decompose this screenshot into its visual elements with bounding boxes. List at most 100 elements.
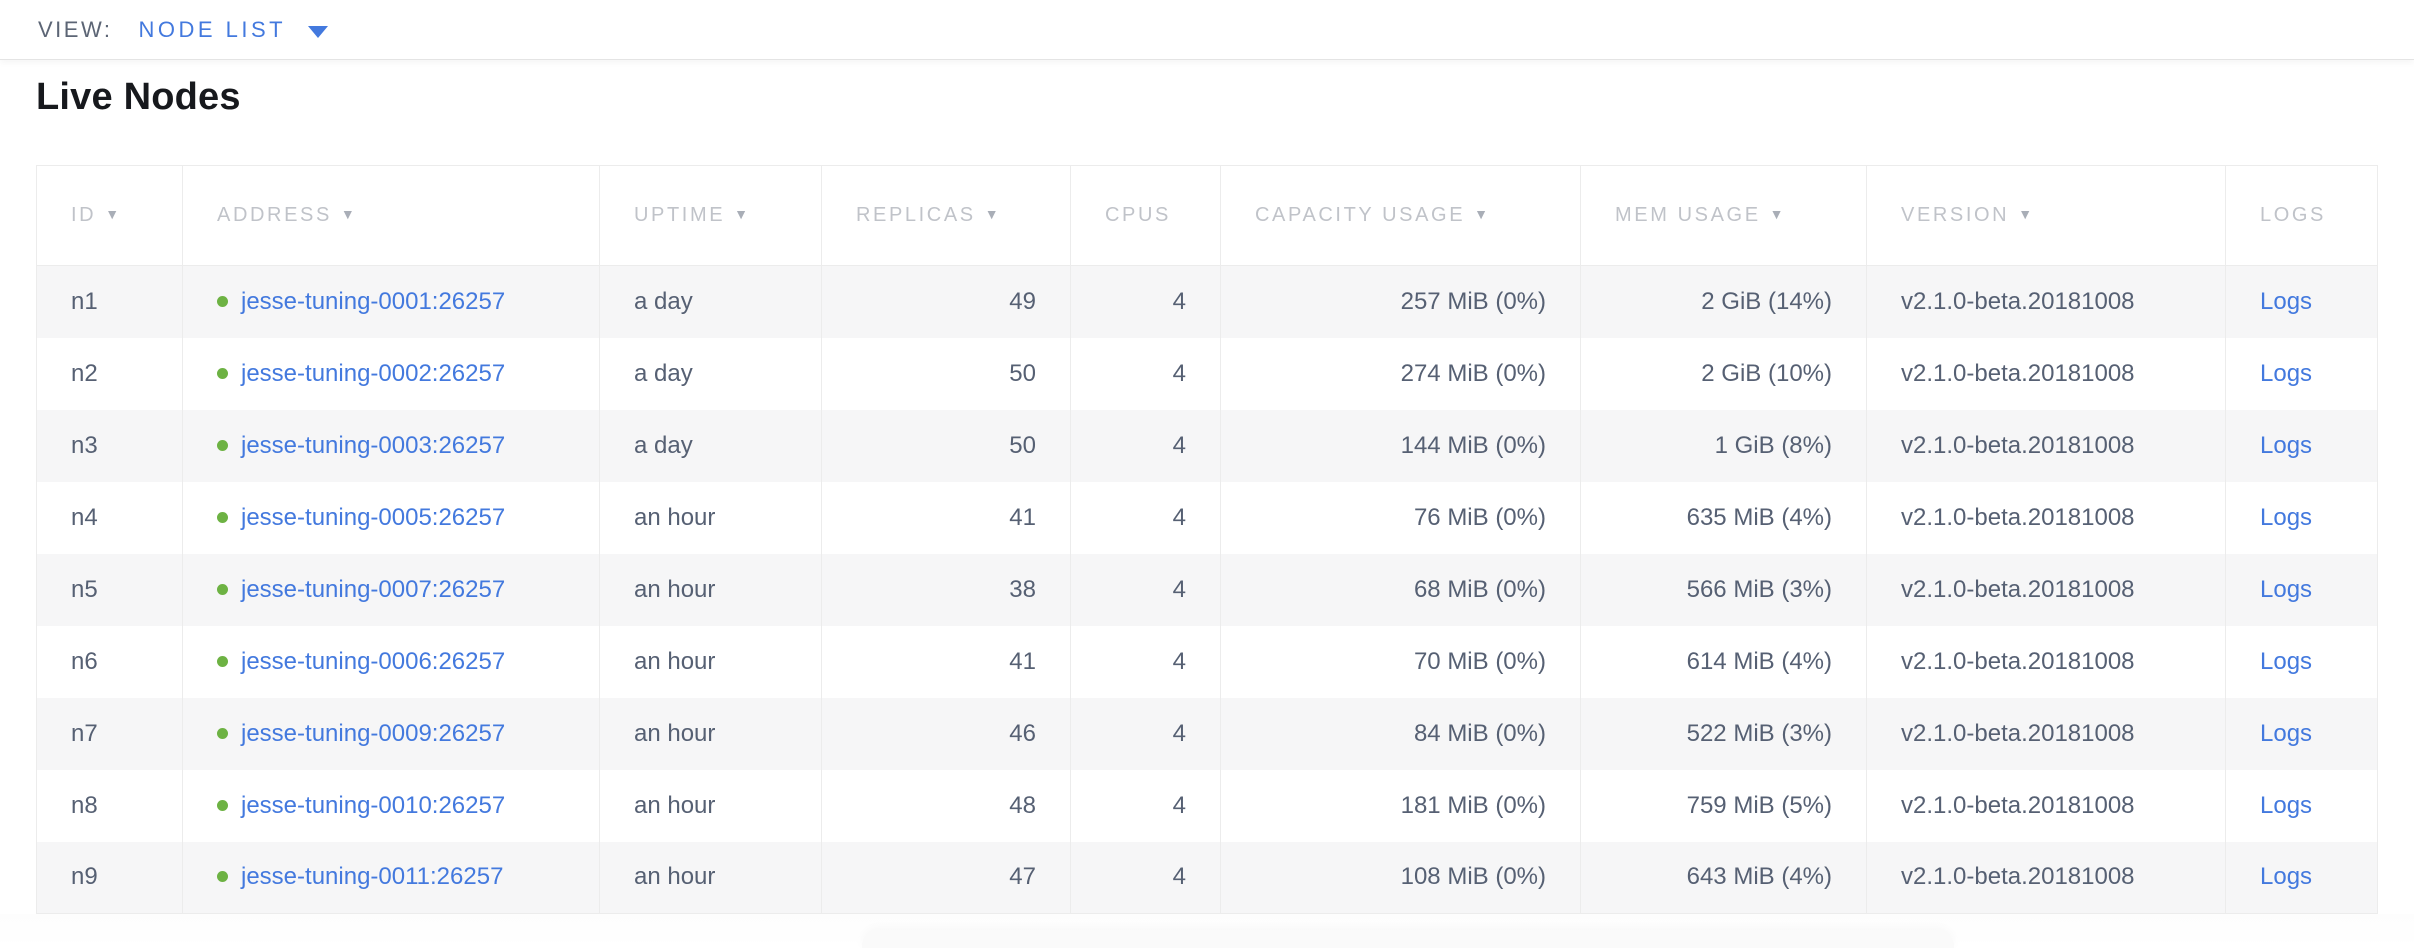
cell-id: n6	[36, 625, 183, 698]
column-header-uptime[interactable]: UPTIME ▼	[599, 165, 822, 266]
column-header-label: ADDRESS	[217, 204, 332, 226]
table-row: n3 jesse-tuning-0003:26257 a day 50 4 144 MiB…	[36, 409, 2378, 482]
cell-version: v2.1.0-beta.20181008	[1866, 409, 2226, 482]
column-header-cpus: CPUS	[1070, 165, 1221, 266]
column-header-logs: LOGS	[2225, 165, 2378, 266]
node-logs-link[interactable]: Logs	[2260, 575, 2313, 603]
cell-id: n9	[36, 841, 183, 914]
cell-capacity: 76 MiB (0%)	[1220, 481, 1581, 554]
cell-replicas: 47	[821, 841, 1071, 914]
cell-id: n8	[36, 769, 183, 842]
node-logs-link[interactable]: Logs	[2260, 863, 2313, 891]
cell-capacity: 84 MiB (0%)	[1220, 697, 1581, 770]
cell-replicas: 50	[821, 337, 1071, 410]
cell-logs: Logs	[2225, 481, 2378, 554]
cell-version: v2.1.0-beta.20181008	[1866, 769, 2226, 842]
cell-cpus: 4	[1070, 769, 1221, 842]
table-row: n6 jesse-tuning-0006:26257 an hour 41 4 70 Mi…	[36, 625, 2378, 698]
view-selector-value: NODE LIST	[138, 16, 287, 42]
node-status-healthy-icon	[217, 655, 228, 667]
cell-id: n3	[36, 409, 183, 482]
view-selector[interactable]: NODE LIST	[138, 16, 329, 43]
node-logs-link[interactable]: Logs	[2260, 503, 2313, 531]
node-address-link[interactable]: jesse-tuning-0007:26257	[241, 575, 506, 603]
node-status-healthy-icon	[217, 799, 228, 811]
next-section-edge	[862, 930, 1954, 948]
cell-cpus: 4	[1070, 337, 1221, 410]
node-logs-link[interactable]: Logs	[2260, 719, 2313, 747]
cell-address: jesse-tuning-0002:26257	[182, 337, 600, 410]
cell-logs: Logs	[2225, 409, 2378, 482]
node-status-healthy-icon	[217, 583, 228, 595]
cell-version: v2.1.0-beta.20181008	[1866, 697, 2226, 770]
node-address-link[interactable]: jesse-tuning-0001:26257	[241, 287, 506, 315]
cell-capacity: 68 MiB (0%)	[1220, 553, 1581, 626]
cell-address: jesse-tuning-0007:26257	[182, 553, 600, 626]
cell-logs: Logs	[2225, 697, 2378, 770]
cell-uptime: a day	[599, 265, 822, 338]
column-header-address[interactable]: ADDRESS ▼	[182, 165, 600, 266]
cell-replicas: 48	[821, 769, 1071, 842]
table-row: n5 jesse-tuning-0007:26257 an hour 38 4 68 Mi…	[36, 553, 2378, 626]
column-header-label: VERSION	[1901, 204, 2010, 226]
cell-capacity: 70 MiB (0%)	[1220, 625, 1581, 698]
node-address-link[interactable]: jesse-tuning-0003:26257	[241, 431, 506, 459]
cell-capacity: 144 MiB (0%)	[1220, 409, 1581, 482]
cell-logs: Logs	[2225, 337, 2378, 410]
node-address-link[interactable]: jesse-tuning-0011:26257	[241, 863, 504, 891]
node-logs-link[interactable]: Logs	[2260, 647, 2313, 675]
node-address-link[interactable]: jesse-tuning-0010:26257	[241, 791, 506, 819]
table-row: n8 jesse-tuning-0010:26257 an hour 48 4 181 M…	[36, 769, 2378, 842]
cell-version: v2.1.0-beta.20181008	[1866, 841, 2226, 914]
table-row: n9 jesse-tuning-0011:26257 an hour 47 4 108 M…	[36, 841, 2378, 914]
column-header-mem[interactable]: MEM USAGE ▼	[1580, 165, 1867, 266]
node-logs-link[interactable]: Logs	[2260, 791, 2313, 819]
sort-desc-icon: ▼	[1474, 206, 1489, 222]
table-row: n2 jesse-tuning-0002:26257 a day 50 4 274 MiB…	[36, 337, 2378, 410]
cell-cpus: 4	[1070, 625, 1221, 698]
cell-capacity: 181 MiB (0%)	[1220, 769, 1581, 842]
node-logs-link[interactable]: Logs	[2260, 287, 2313, 315]
cell-logs: Logs	[2225, 841, 2378, 914]
node-address-link[interactable]: jesse-tuning-0002:26257	[241, 359, 506, 387]
cell-version: v2.1.0-beta.20181008	[1866, 337, 2226, 410]
sort-desc-icon: ▼	[105, 206, 120, 222]
node-status-healthy-icon	[217, 367, 228, 379]
column-header-label: UPTIME	[634, 204, 726, 226]
node-address-link[interactable]: jesse-tuning-0005:26257	[241, 503, 506, 531]
cell-address: jesse-tuning-0010:26257	[182, 769, 600, 842]
cell-mem: 643 MiB (4%)	[1580, 841, 1867, 914]
cell-version: v2.1.0-beta.20181008	[1866, 481, 2226, 554]
cell-address: jesse-tuning-0003:26257	[182, 409, 600, 482]
view-label: VIEW:	[38, 16, 113, 42]
cell-id: n4	[36, 481, 183, 554]
cell-uptime: an hour	[599, 697, 822, 770]
node-address-link[interactable]: jesse-tuning-0009:26257	[241, 719, 506, 747]
node-address-link[interactable]: jesse-tuning-0006:26257	[241, 647, 506, 675]
column-header-label: MEM USAGE	[1615, 204, 1761, 226]
column-header-id[interactable]: ID ▼	[36, 165, 183, 266]
cell-cpus: 4	[1070, 409, 1221, 482]
column-header-label: LOGS	[2260, 204, 2326, 226]
cell-id: n2	[36, 337, 183, 410]
live-nodes-table: ID ▼ ADDRESS ▼ UPTIME ▼ REPLICAS ▼ CPUS CAPACITY …	[36, 165, 2378, 914]
cell-address: jesse-tuning-0006:26257	[182, 625, 600, 698]
cell-address: jesse-tuning-0009:26257	[182, 697, 600, 770]
cell-replicas: 41	[821, 481, 1071, 554]
column-header-capacity[interactable]: CAPACITY USAGE ▼	[1220, 165, 1581, 266]
live-nodes-section: Live Nodes ID ▼ ADDRESS ▼ UPTIME ▼ REPLICAS ▼ CP…	[0, 76, 2414, 914]
cell-uptime: an hour	[599, 769, 822, 842]
cell-mem: 1 GiB (8%)	[1580, 409, 1867, 482]
sort-desc-icon: ▼	[1769, 206, 1784, 222]
column-header-version[interactable]: VERSION ▼	[1866, 165, 2226, 266]
node-logs-link[interactable]: Logs	[2260, 431, 2313, 459]
column-header-replicas[interactable]: REPLICAS ▼	[821, 165, 1071, 266]
cell-address: jesse-tuning-0005:26257	[182, 481, 600, 554]
cell-cpus: 4	[1070, 697, 1221, 770]
cell-logs: Logs	[2225, 265, 2378, 338]
column-header-label: ID	[71, 204, 97, 226]
cell-uptime: an hour	[599, 553, 822, 626]
node-status-healthy-icon	[217, 439, 228, 451]
node-logs-link[interactable]: Logs	[2260, 359, 2313, 387]
cell-version: v2.1.0-beta.20181008	[1866, 625, 2226, 698]
